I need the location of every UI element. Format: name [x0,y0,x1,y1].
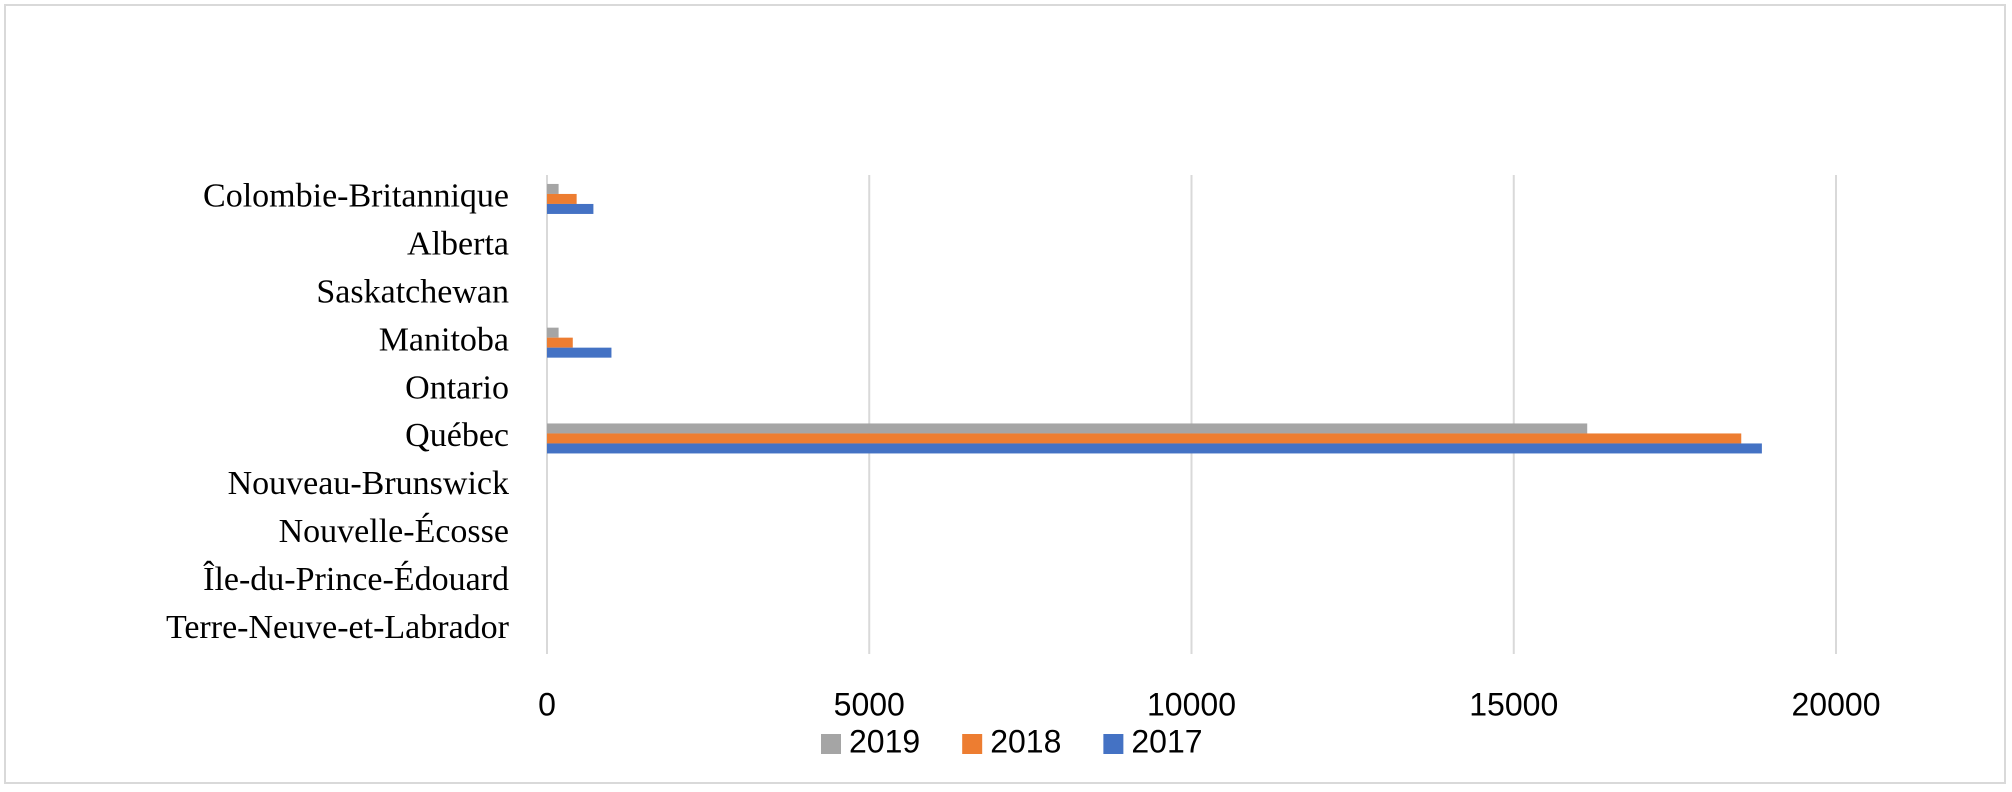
legend-label: 2017 [1131,723,1202,759]
x-tick-label: 0 [538,686,556,722]
legend-label: 2019 [849,723,920,759]
x-tick-label: 20000 [1792,686,1881,722]
legend-label: 2018 [990,723,1061,759]
bar [547,443,1762,454]
y-tick-label: Terre-Neuve-et-Labrador [166,609,510,646]
y-tick-label: Saskatchewan [316,274,509,311]
y-tick-label: Nouveau-Brunswick [228,465,509,502]
bar [547,203,594,214]
bar [547,183,559,194]
bar [547,193,577,204]
y-tick-label: Nouvelle-Écosse [279,513,509,550]
x-tick-label: 5000 [834,686,905,722]
x-tick-label: 15000 [1469,686,1558,722]
y-tick-label: Île-du-Prince-Édouard [203,561,509,598]
y-tick-label: Manitoba [379,321,509,358]
bar [547,347,612,358]
y-tick-label: Ontario [405,369,509,406]
legend-swatch [962,734,983,754]
bar [547,337,573,348]
y-tick-label: Alberta [407,226,509,263]
x-tick-label: 10000 [1147,686,1236,722]
legend-swatch [821,734,841,754]
y-tick-label: Québec [405,417,509,454]
y-tick-label: Colombie-Britannique [203,178,509,215]
bar [547,327,559,338]
bar [547,423,1588,434]
chart-border [4,4,2006,784]
legend-swatch [1103,734,1124,754]
bar [547,433,1742,444]
